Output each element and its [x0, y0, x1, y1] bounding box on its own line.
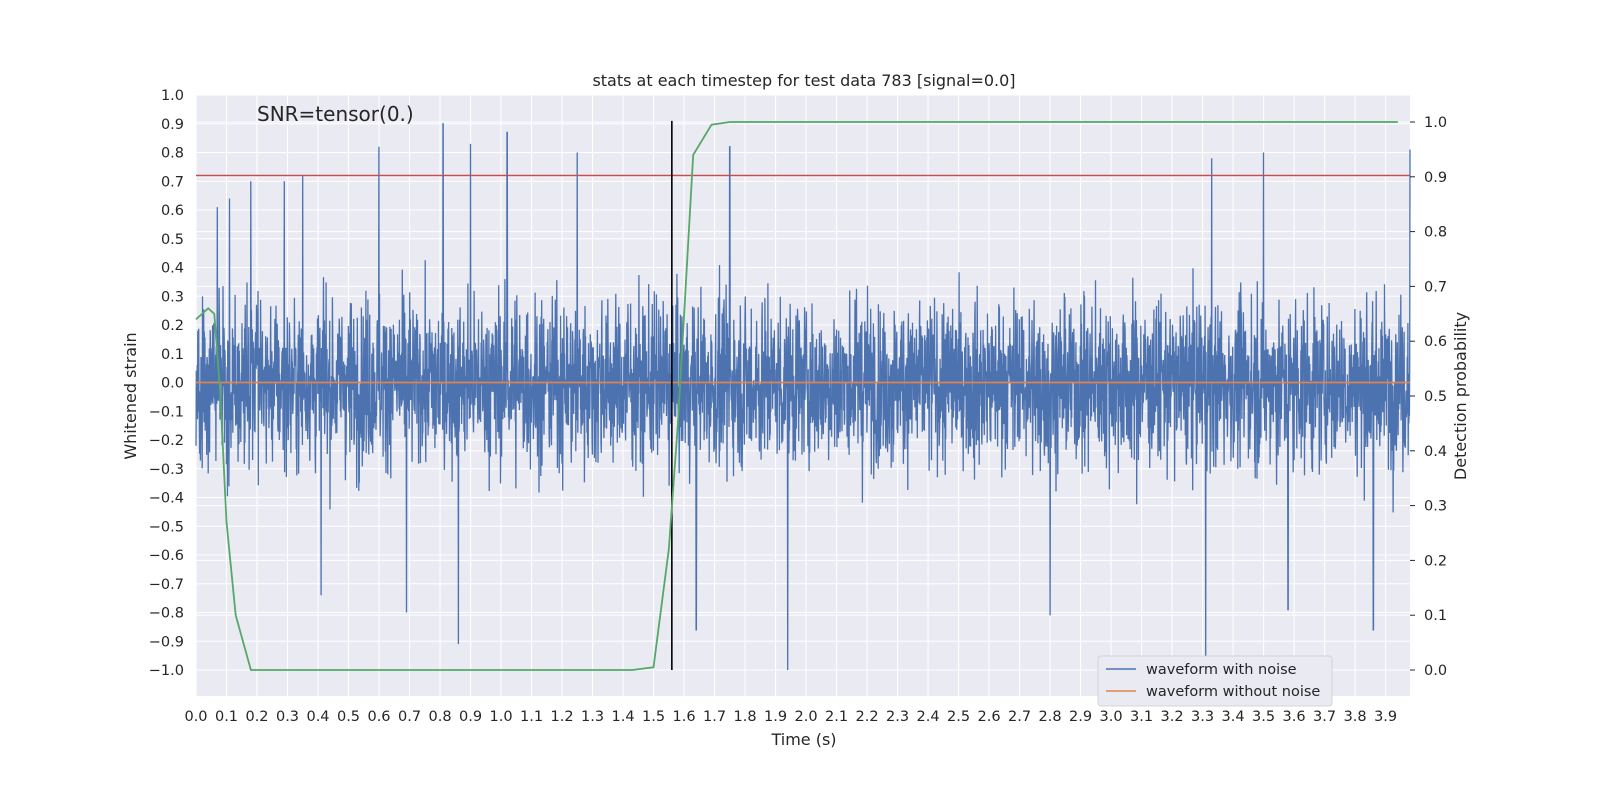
- series-detection-probability: [195, 121, 1398, 671]
- y-tick-label: −0.7: [149, 577, 184, 593]
- y-tick-label: −0.5: [149, 519, 184, 535]
- x-tick-label: 3.2: [1161, 709, 1184, 725]
- x-tick-label: 3.1: [1130, 709, 1153, 725]
- y2-axis-label: Detection probability: [1451, 312, 1470, 480]
- x-tick-label: 1.6: [673, 709, 696, 725]
- y-tick-label: 0.4: [161, 261, 184, 277]
- x-tick-label: 3.6: [1283, 709, 1306, 725]
- y-tick-label: −1.0: [149, 663, 184, 679]
- y2-tick-label: 0.4: [1424, 444, 1447, 460]
- x-tick-label: 2.2: [856, 709, 879, 725]
- legend-label-clean: waveform without noise: [1146, 684, 1320, 700]
- y-tick-label: 0.2: [161, 318, 184, 334]
- x-tick-label: 3.3: [1191, 709, 1214, 725]
- y-axis-label: Whitened strain: [121, 332, 140, 459]
- x-tick-label: 0.2: [245, 709, 268, 725]
- x-tick-label: 1.9: [764, 709, 787, 725]
- x-tick-labels: 0.0 0.1 0.2 0.3 0.4 0.5 0.6 0.7 0.8 0.9 1.0 1.1 1.2 1…: [184, 709, 1397, 725]
- x-tick-label: 0.9: [459, 709, 482, 725]
- x-tick-label: 2.6: [978, 709, 1001, 725]
- x-tick-label: 1.5: [642, 709, 665, 725]
- y2-tick-label: 0.7: [1424, 279, 1447, 295]
- y2-tick-label: 0.0: [1424, 663, 1447, 679]
- y-tick-label: −0.1: [149, 404, 184, 420]
- legend: waveform with noise waveform without noi…: [1097, 655, 1333, 707]
- x-tick-label: 1.1: [520, 709, 543, 725]
- x-tick-label: 1.7: [703, 709, 726, 725]
- x-tick-label: 0.8: [428, 709, 451, 725]
- x-tick-label: 0.7: [398, 709, 421, 725]
- chart-title: stats at each timestep for test data 783…: [592, 71, 1015, 90]
- y2-tick-label: 0.8: [1424, 225, 1447, 241]
- y2-tick-label: 0.2: [1424, 553, 1447, 569]
- x-tick-label: 1.4: [612, 709, 635, 725]
- y-tick-label: 0.6: [161, 203, 184, 219]
- snr-annotation: SNR=tensor(0.): [257, 102, 414, 126]
- x-tick-label: 3.4: [1222, 709, 1245, 725]
- y2-tick-label: 0.9: [1424, 170, 1447, 186]
- y-tick-label: −0.4: [149, 491, 184, 507]
- x-tick-label: 3.0: [1100, 709, 1123, 725]
- x-tick-label: 3.9: [1374, 709, 1397, 725]
- y-tick-labels: 1.0 0.9 0.8 0.7 0.6 0.5 0.4 0.3 0.2 0.1 0.0 −0.1 −0.…: [149, 88, 184, 679]
- x-tick-label: 0.5: [337, 709, 360, 725]
- x-tick-label: 0.3: [276, 709, 299, 725]
- y2-tick-label: 0.1: [1424, 608, 1447, 624]
- y-tick-label: −0.3: [149, 462, 184, 478]
- y-tick-label: 0.3: [161, 289, 184, 305]
- y-tick-label: −0.8: [149, 606, 184, 622]
- y-tick-label: 1.0: [161, 88, 184, 104]
- y-tick-label: 0.1: [161, 347, 184, 363]
- y2-tick-label: 0.6: [1424, 334, 1447, 350]
- y2-tick-label: 0.5: [1424, 389, 1447, 405]
- x-tick-label: 2.1: [825, 709, 848, 725]
- x-tick-label: 3.8: [1344, 709, 1367, 725]
- y2-tick-labels: 1.0 0.9 0.8 0.7 0.6 0.5 0.4 0.3 0.2 0.1 0.0: [1410, 115, 1447, 679]
- x-tick-label: 0.4: [306, 709, 329, 725]
- y-tick-label: 0.5: [161, 232, 184, 248]
- y-tick-label: −0.2: [149, 433, 184, 449]
- legend-box: [1097, 655, 1333, 707]
- x-axis-label: Time (s): [770, 730, 836, 749]
- x-tick-label: 1.3: [581, 709, 604, 725]
- y2-tick-label: 1.0: [1424, 115, 1447, 131]
- legend-label-noise: waveform with noise: [1146, 662, 1297, 678]
- x-tick-label: 1.2: [550, 709, 573, 725]
- x-tick-label: 2.0: [795, 709, 818, 725]
- x-tick-label: 2.3: [886, 709, 909, 725]
- y-tick-label: −0.6: [149, 548, 184, 564]
- y-tick-label: 0.8: [161, 146, 184, 162]
- y-tick-label: 0.9: [161, 117, 184, 133]
- x-tick-label: 2.9: [1069, 709, 1092, 725]
- x-tick-label: 0.1: [215, 709, 238, 725]
- y-tick-label: 0.0: [161, 376, 184, 392]
- x-tick-label: 2.8: [1039, 709, 1062, 725]
- x-tick-label: 3.7: [1313, 709, 1336, 725]
- detection-probability-line: [195, 121, 1398, 671]
- y-tick-label: 0.7: [161, 174, 184, 190]
- y-tick-label: −0.9: [149, 634, 184, 650]
- x-tick-label: 3.5: [1252, 709, 1275, 725]
- x-tick-label: 2.4: [917, 709, 940, 725]
- x-tick-label: 0.0: [184, 709, 207, 725]
- x-tick-label: 1.0: [489, 709, 512, 725]
- x-tick-label: 2.7: [1008, 709, 1031, 725]
- x-tick-label: 1.8: [734, 709, 757, 725]
- y2-tick-label: 0.3: [1424, 499, 1447, 515]
- x-tick-label: 2.5: [947, 709, 970, 725]
- x-tick-label: 0.6: [367, 709, 390, 725]
